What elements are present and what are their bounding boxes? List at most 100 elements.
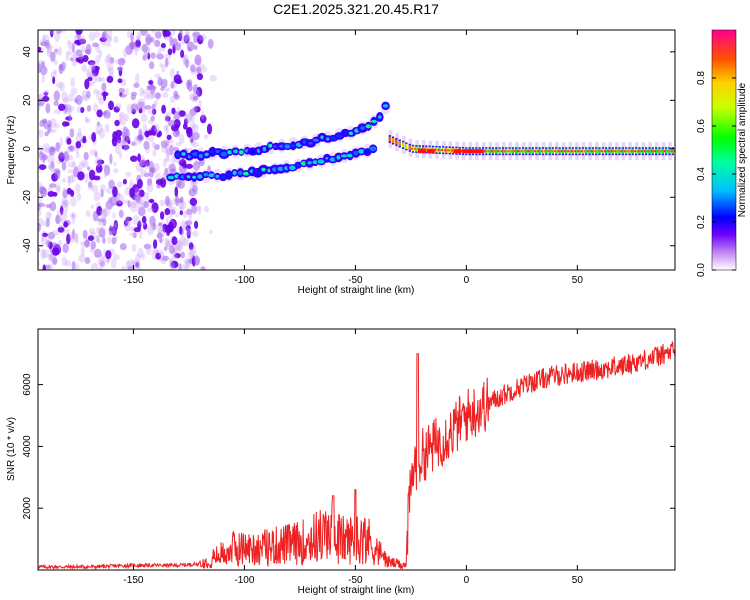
spectrogram-noise-blob — [175, 240, 183, 247]
spectrogram-noise-blob — [100, 208, 108, 220]
spectrogram-noise-blob — [179, 210, 183, 216]
spectrogram-noise-blob — [81, 64, 88, 72]
spectrogram-noise-blob — [59, 136, 63, 148]
spectrogram-noise-blob — [50, 51, 56, 62]
spectrogram-noise-blob — [188, 188, 197, 197]
spectrogram-noise-blob — [118, 87, 125, 94]
spectrogram-x-label: Height of straight line (km) — [298, 285, 415, 296]
spectrogram-noise-blob — [38, 202, 41, 212]
spectrogram-noise-blob — [117, 78, 123, 84]
spectrogram-noise-blob — [149, 84, 156, 95]
spectrogram-noise-blob — [85, 210, 91, 218]
spectrogram-noise-blob — [144, 161, 149, 170]
spectrogram-noise-blob — [137, 153, 141, 163]
spectrogram-noise-blob — [62, 229, 71, 234]
spectrogram-peak-cell — [462, 149, 471, 154]
spectrogram-noise-blob — [46, 239, 51, 248]
spectrogram-noise-blob — [70, 189, 75, 197]
spectrogram-noise-blob — [193, 36, 198, 44]
spectrogram-noise-blob — [171, 236, 178, 246]
spectrogram-noise-blob — [125, 44, 132, 52]
spectrogram-noise-blob — [46, 217, 50, 228]
spectrogram-trace-core — [650, 150, 653, 153]
spectrogram-noise-blob — [131, 244, 137, 252]
spectrogram-trace-core — [527, 150, 530, 153]
spectrogram-noise-blob — [95, 156, 102, 168]
spectrogram-noise-blob — [77, 127, 82, 137]
spectrogram-trace-core — [610, 150, 613, 153]
colorbar-tick-label: 0.6 — [696, 119, 707, 133]
spectrogram-noise-blob — [57, 46, 63, 57]
spectrogram-noise-blob — [145, 246, 152, 256]
spectrogram-noise-blob — [114, 222, 118, 229]
spectrogram-noise-blob — [53, 100, 59, 107]
spectrogram-noise-blob — [87, 76, 93, 82]
spectrogram-noise-blob — [82, 135, 87, 144]
spectrogram-noise-blob — [75, 233, 79, 244]
spectrogram-noise-blob — [55, 186, 61, 192]
spectrogram-noise-blob — [51, 247, 60, 256]
spectrogram-noise-blob — [64, 259, 71, 267]
spectrogram-noise-blob — [54, 170, 61, 180]
spectrogram-branch-core — [192, 152, 199, 157]
spectrogram-noise-blob — [67, 41, 74, 50]
spectrogram-noise-blob — [179, 235, 187, 247]
spectrogram-noise-blob — [166, 147, 171, 158]
spectrogram-noise-blob — [192, 161, 201, 171]
spectrogram-noise-blob — [98, 77, 106, 82]
spectrogram-trace-core — [637, 150, 640, 153]
spectrogram-noise-blob — [61, 91, 68, 102]
spectrogram-noise-blob — [186, 126, 193, 138]
spectrogram-trace-core — [570, 150, 573, 153]
spectrogram-noise-blob — [124, 141, 129, 152]
spectrogram-peak-cell — [418, 149, 426, 154]
spectrogram-noise-blob — [198, 99, 202, 108]
spectrogram-noise-blob — [62, 186, 66, 197]
spectrogram-noise-blob — [90, 72, 94, 78]
spectrogram-noise-blob — [88, 169, 96, 181]
spectrogram-branch-core — [181, 152, 186, 156]
spectrogram-noise-blob — [84, 115, 89, 123]
spectrogram-trace-mid — [545, 148, 548, 154]
spectrogram-noise-blob — [180, 251, 185, 259]
spectrogram-noise-blob — [108, 179, 115, 189]
colorbar-tick-label: 0.0 — [696, 263, 707, 277]
spectrogram-noise-blob — [96, 238, 102, 243]
colorbar-label: Normalized spectral amplitude — [737, 82, 748, 217]
spectrogram-noise-blob — [86, 90, 91, 99]
spectrogram-noise-blob — [69, 128, 75, 138]
spectrogram-trace-core — [437, 149, 440, 151]
spectrogram-trace-core — [567, 150, 570, 153]
spectrogram-trace-mid — [641, 148, 644, 154]
spectrogram-noise-blob — [157, 76, 163, 87]
spectrogram-noise-blob — [137, 98, 146, 108]
spectrogram-noise-blob — [138, 106, 143, 114]
spectrogram-trace-core — [450, 149, 453, 152]
spectrogram-noise-blob — [160, 140, 168, 149]
spectrogram-noise-blob — [54, 32, 60, 43]
spectrogram-noise-blob — [70, 77, 75, 88]
spectrogram-noise-blob — [90, 262, 99, 270]
spectrogram-noise-blob — [41, 232, 49, 237]
spectrogram-noise-blob — [125, 260, 131, 269]
spectrogram-noise-blob — [192, 95, 199, 101]
spectrogram-noise-blob — [91, 132, 97, 143]
spectrogram-noise-blob — [78, 54, 84, 60]
spectrogram-noise-blob — [184, 258, 190, 265]
spectrogram-noise-blob — [48, 162, 56, 171]
spectrogram-noise-blob — [143, 243, 152, 250]
spectrogram-noise-blob — [192, 132, 200, 140]
spectrogram-noise-blob — [135, 162, 144, 172]
spectrogram-noise-blob — [133, 227, 141, 233]
spectrogram-noise-blob — [133, 260, 141, 268]
spectrogram-noise-blob — [198, 205, 202, 216]
spectrogram-noise-blob — [155, 252, 162, 260]
spectrogram-trace-core — [540, 150, 543, 153]
spectrogram-noise-blob — [75, 164, 81, 174]
spectrogram-noise-blob — [153, 123, 160, 133]
spectrogram-noise-blob — [96, 235, 100, 244]
spectrogram-noise-blob — [84, 257, 91, 264]
spectrogram-trace-core — [530, 150, 533, 153]
spectrogram-noise-blob — [71, 42, 76, 54]
spectrogram-noise-blob — [174, 253, 181, 259]
